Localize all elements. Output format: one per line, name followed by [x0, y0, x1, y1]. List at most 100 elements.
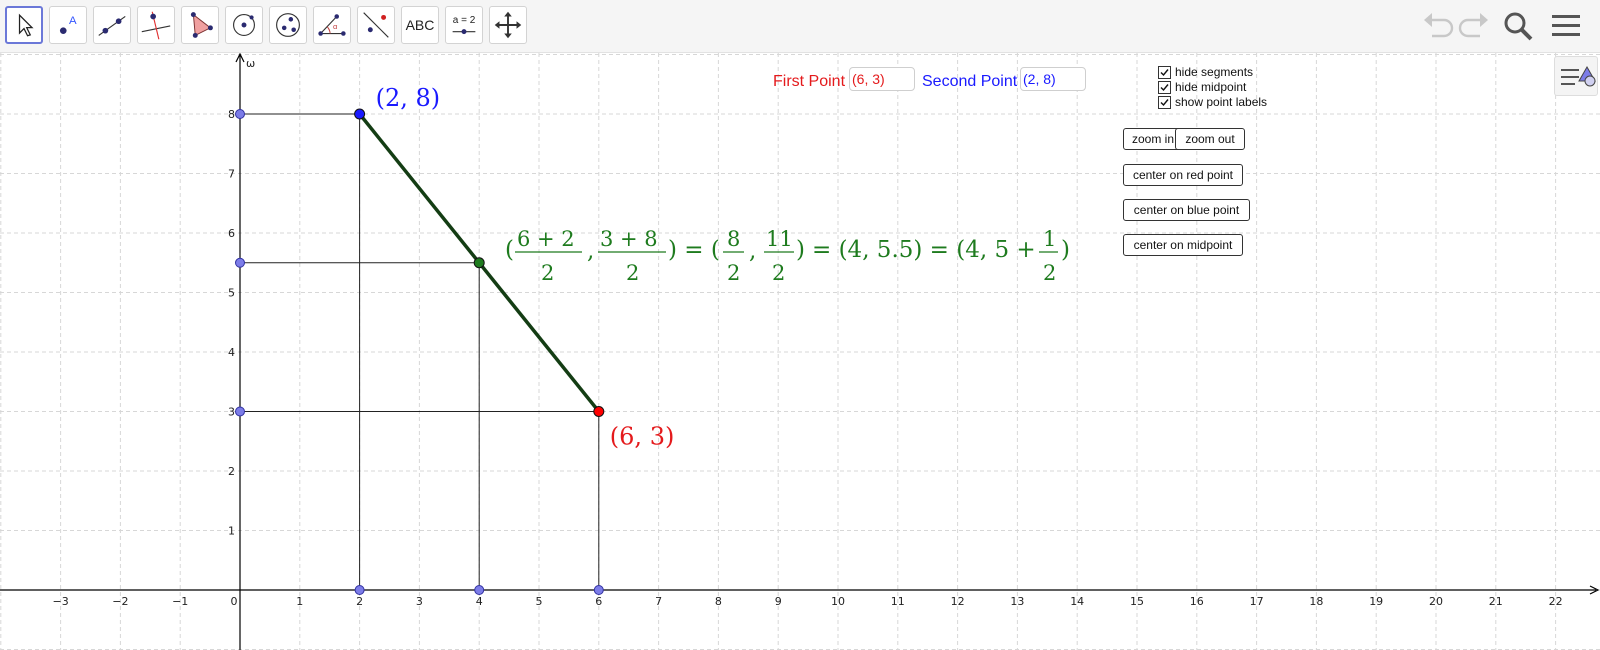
line-icon: [98, 16, 126, 36]
line-tool-button[interactable]: [93, 6, 131, 44]
y-axis-arrow: [235, 53, 245, 63]
x-tick-label: 8: [715, 595, 722, 608]
x-tick-label: 2: [356, 595, 363, 608]
second-point-input[interactable]: (2, 8): [1020, 67, 1086, 91]
zoom-in-button[interactable]: zoom in: [1123, 128, 1183, 150]
center-midpoint-button[interactable]: center on midpoint: [1123, 234, 1243, 256]
x-tick-label: 5: [536, 595, 543, 608]
svg-text:) = (: ) = (: [668, 237, 720, 263]
point-icon: A: [59, 15, 77, 34]
style-bar-icon: [1561, 65, 1596, 87]
conic-tool-button[interactable]: [269, 6, 307, 44]
projection-point: [235, 257, 245, 268]
angle-icon: α: [318, 14, 346, 36]
x-tick-label: 17: [1250, 595, 1264, 608]
style-bar-toggle[interactable]: [1554, 56, 1598, 96]
blue-point-label: (2, 8): [376, 84, 441, 112]
show-point-labels-checkbox[interactable]: show point labels: [1158, 95, 1267, 109]
move-arrows-icon: [494, 11, 522, 39]
polygon-tool-button[interactable]: [181, 6, 219, 44]
x-tick-label: 3: [416, 595, 423, 608]
graphics-view[interactable]: −3 −2 −1 0 1 2 3 4 5 6 7 8 9 10 11 12 13 14 15 16 17 18 19 20 21…: [0, 53, 1600, 650]
zoom-out-button[interactable]: zoom out: [1175, 128, 1245, 150]
first-point-input[interactable]: (6, 3): [849, 67, 915, 91]
slider-tool-button[interactable]: a = 2: [445, 6, 483, 44]
x-tick-label: 0: [231, 595, 238, 608]
red-point-label: (6, 3): [610, 423, 675, 451]
x-tick-label: 21: [1489, 595, 1503, 608]
redo-button[interactable]: [1456, 8, 1492, 44]
svg-text:A: A: [69, 15, 77, 27]
slider-tool-label: a = 2: [452, 15, 476, 26]
y-tick-label: 4: [228, 346, 235, 359]
checkbox-checked-icon[interactable]: [1158, 65, 1171, 79]
perpendicular-line-tool-button[interactable]: [137, 6, 175, 44]
perpendicular-line-icon: [141, 11, 171, 40]
hide-segments-checkbox[interactable]: hide segments: [1158, 65, 1253, 79]
y-tick-label: 2: [228, 465, 235, 478]
x-tick-label: 20: [1429, 595, 1443, 608]
center-red-point-button[interactable]: center on red point: [1123, 164, 1243, 186]
cursor-arrow-icon: [18, 13, 34, 37]
undo-icon: [1424, 13, 1454, 38]
text-tool-button[interactable]: ABC: [401, 6, 439, 44]
x-tick-label: 12: [951, 595, 965, 608]
blue-point: [354, 108, 366, 120]
midpoint-formula: ( 6 + 2 2 , 3 + 8 2 ) = ( 8 2 , 11 2 ) =…: [505, 227, 1070, 285]
formula-x-denominator: 2: [541, 261, 554, 285]
reflect-tool-button[interactable]: [357, 6, 395, 44]
formula-y-numerator: 3 + 8: [600, 227, 658, 251]
axes: [0, 53, 1600, 650]
circle-icon: [233, 14, 255, 36]
angle-tool-button[interactable]: α: [313, 6, 351, 44]
svg-text:): ): [1061, 237, 1070, 263]
svg-text:(: (: [505, 237, 514, 263]
projection-point: [474, 585, 485, 595]
x-tick-label: 13: [1010, 595, 1024, 608]
projection-point: [235, 406, 245, 417]
hide-midpoint-checkbox[interactable]: hide midpoint: [1158, 80, 1246, 94]
x-tick-label: −1: [172, 595, 188, 608]
x-tick-label: 11: [891, 595, 905, 608]
center-blue-point-button[interactable]: center on blue point: [1123, 199, 1250, 221]
move-graphics-view-tool-button[interactable]: [489, 6, 527, 44]
undo-button[interactable]: [1420, 8, 1456, 44]
formula-half-numerator: 1: [1043, 227, 1056, 251]
redo-icon: [1458, 13, 1488, 38]
x-tick-label: 4: [476, 595, 483, 608]
x-tick-label: 6: [595, 595, 602, 608]
text-tool-label: ABC: [405, 17, 435, 33]
search-icon: [1504, 12, 1533, 41]
point-tool-button[interactable]: A: [49, 6, 87, 44]
second-point-label: Second Point: [922, 73, 1018, 90]
points-layer: [235, 108, 605, 595]
formula-result-x-numerator: 8: [727, 227, 740, 251]
x-tick-label: 7: [655, 595, 662, 608]
reflect-icon: [363, 12, 389, 38]
x-tick-label: 22: [1549, 595, 1563, 608]
helper-lines: [240, 113, 600, 590]
search-button[interactable]: [1500, 8, 1536, 44]
circle-tool-button[interactable]: [225, 6, 263, 44]
x-tick-label: 16: [1190, 595, 1204, 608]
slider-icon: [452, 29, 476, 35]
x-tick-label: 19: [1369, 595, 1383, 608]
x-tick-label: 14: [1070, 595, 1084, 608]
move-tool-button[interactable]: [5, 6, 43, 44]
checkbox-checked-icon[interactable]: [1158, 80, 1171, 94]
toolbar: A α ABC a = 2: [0, 0, 1600, 53]
red-point: [593, 406, 605, 417]
y-tick-label: 5: [228, 287, 235, 300]
x-tick-label: −2: [112, 595, 128, 608]
midpoint: [473, 257, 485, 269]
conic-icon: [276, 13, 300, 37]
y-tick-label: 3: [228, 406, 235, 419]
x-tick-label: 15: [1130, 595, 1144, 608]
x-tick-label: −3: [52, 595, 68, 608]
main-menu-button[interactable]: [1548, 8, 1584, 44]
hide-midpoint-label: hide midpoint: [1175, 80, 1247, 94]
y-tick-label: 1: [228, 525, 235, 538]
checkbox-checked-icon[interactable]: [1158, 95, 1171, 109]
y-tick-label: 8: [228, 108, 235, 121]
polygon-icon: [190, 12, 213, 38]
